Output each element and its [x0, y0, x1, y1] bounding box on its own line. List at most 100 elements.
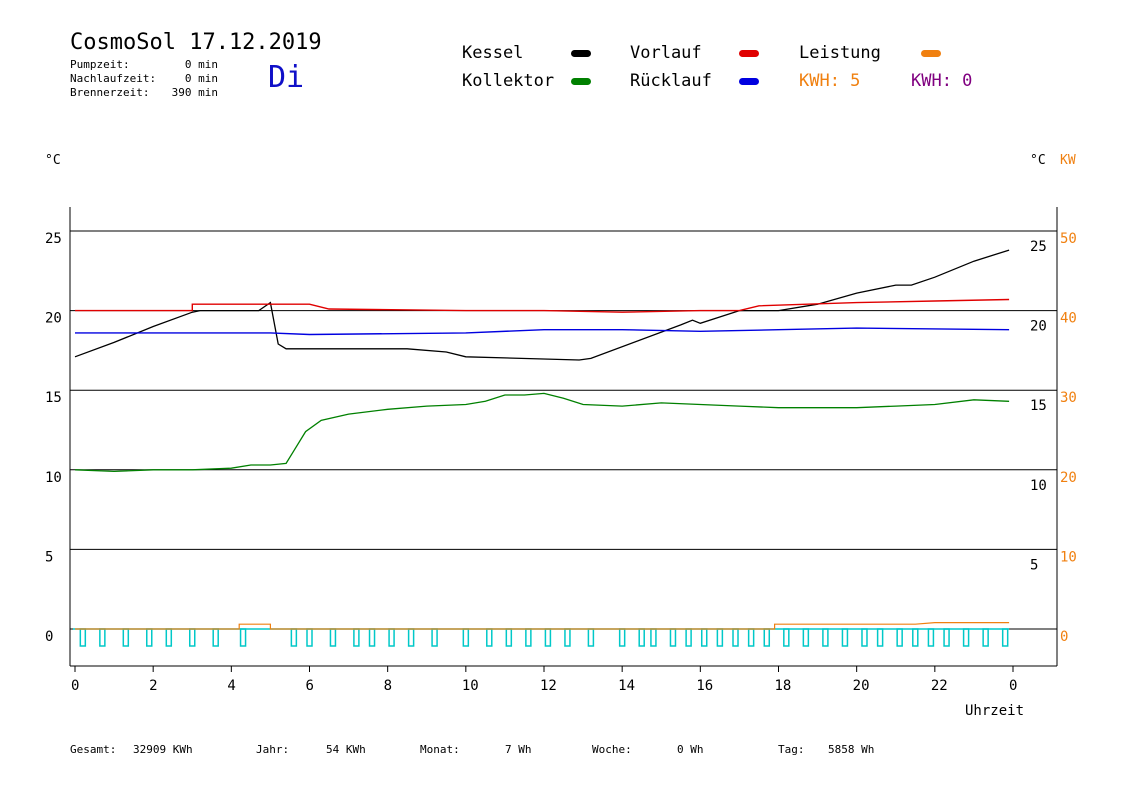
pump-bar: [212, 628, 219, 647]
pump-bar: [650, 628, 657, 647]
x-tick-label: 8: [384, 678, 392, 694]
footer-monat-value: 7 Wh: [505, 743, 532, 756]
pump-bar: [716, 628, 724, 647]
left-axis-unit: °C: [45, 153, 61, 168]
pump-bar: [99, 628, 106, 647]
y-tick-label-kw: 40: [1060, 311, 1077, 327]
pump-bar: [822, 628, 829, 647]
weekday-label: Di: [268, 60, 305, 95]
y-tick-label-left: 20: [45, 311, 62, 327]
legend-ruecklauf-label: Rücklauf: [630, 71, 712, 91]
footer-woche-label: Woche:: [592, 743, 632, 756]
pump-bar: [638, 628, 645, 647]
y-tick-label-right: 25: [1030, 239, 1047, 255]
pump-bar: [189, 628, 196, 647]
footer-woche-value: 0 Wh: [677, 743, 704, 756]
footer-jahr-label: Jahr:: [256, 743, 290, 756]
footer-gesamt-label: Gesamt:: [70, 743, 117, 756]
x-tick-label: 14: [618, 678, 635, 694]
x-tick-label: 0: [1009, 678, 1017, 694]
legend-ruecklauf-swatch: [739, 78, 759, 85]
pump-bar: [146, 628, 153, 647]
x-tick-label: 2: [149, 678, 157, 694]
legend-vorlauf-swatch: [739, 50, 759, 57]
legend-kollektor-label: Kollektor: [462, 71, 555, 91]
legend-leistung-swatch: [921, 50, 941, 57]
y-tick-label-kw: 20: [1060, 470, 1077, 486]
pump-bar: [505, 628, 513, 647]
y-tick-label-right: 20: [1030, 319, 1047, 335]
y-tick-label-left: 10: [45, 470, 62, 486]
pump-bar: [982, 628, 989, 647]
x-tick-label: 0: [71, 678, 79, 694]
stat-label-nachlaufzeit: Nachlaufzeit:: [70, 72, 157, 85]
pump-bar: [861, 628, 868, 647]
right-axis-temp-unit: °C: [1030, 153, 1046, 168]
x-tick-label: 18: [775, 678, 792, 694]
y-tick-label-right: 10: [1030, 478, 1047, 494]
pump-bar: [763, 628, 771, 647]
pump-bar: [368, 628, 376, 647]
y-tick-label-kw: 10: [1060, 549, 1077, 565]
pump-bar: [462, 628, 470, 647]
y-tick-label-right: 15: [1030, 398, 1047, 414]
pump-bar: [943, 628, 950, 647]
stat-value-brennerzeit: 390 min: [171, 86, 218, 99]
pump-bar: [747, 628, 755, 647]
footer-gesamt-value: 32909 KWh: [133, 743, 193, 756]
y-tick-label-left: 0: [45, 629, 53, 645]
y-tick-label-right: 5: [1030, 557, 1038, 573]
x-tick-label: 10: [462, 678, 479, 694]
x-tick-label: 12: [540, 678, 557, 694]
legend-vorlauf-label: Vorlauf: [630, 43, 702, 63]
pump-bar: [388, 628, 395, 647]
y-tick-label-left: 25: [45, 231, 62, 247]
footer-jahr-value: 54 KWh: [326, 743, 366, 756]
stat-label-pumpzeit: Pumpzeit:: [70, 58, 130, 71]
footer-tag-label: Tag:: [778, 743, 805, 756]
series-line-leistung: [75, 622, 1010, 630]
pump-bar: [486, 628, 493, 647]
footer-monat-label: Monat:: [420, 743, 460, 756]
pump-bar: [1001, 628, 1009, 647]
footer-tag-value: 5858 Wh: [828, 743, 875, 756]
x-tick-label: 6: [306, 678, 314, 694]
pump-bar: [618, 628, 626, 647]
y-tick-label-kw: 0: [1060, 629, 1068, 645]
pump-bar: [669, 628, 677, 647]
pump-bar: [564, 628, 571, 647]
pump-bar: [239, 628, 247, 647]
stat-value-nachlaufzeit: 0 min: [184, 72, 218, 85]
pump-bar: [525, 628, 532, 647]
pump-bar: [685, 628, 692, 647]
pump-bar: [587, 628, 595, 647]
pump-bar: [431, 628, 438, 647]
pump-bar: [700, 628, 708, 647]
page-title: CosmoSol 17.12.2019: [70, 30, 322, 55]
stat-value-pumpzeit: 0 min: [184, 58, 218, 71]
y-tick-label-left: 15: [45, 390, 62, 406]
y-tick-label-kw: 30: [1060, 390, 1077, 406]
pump-bar: [783, 628, 790, 647]
pump-bar: [841, 628, 849, 647]
stat-label-brennerzeit: Brennerzeit:: [70, 86, 150, 99]
series-line-kollektor: [74, 392, 1010, 473]
x-axis-label: Uhrzeit: [965, 703, 1024, 719]
pump-bar: [290, 628, 298, 647]
pump-bar: [329, 628, 337, 647]
pump-bar: [912, 628, 919, 647]
series-line-ruecklauf: [75, 327, 1010, 336]
pump-bar: [962, 628, 970, 647]
legend-kessel-label: Kessel: [462, 43, 524, 63]
legend-leistung-label: Leistung: [799, 43, 881, 63]
legend-kwh-solar: KWH: 5: [799, 71, 861, 91]
pump-bar: [544, 628, 552, 647]
pump-bar: [896, 628, 903, 647]
legend-kwh-other: KWH: 0: [911, 71, 973, 91]
y-tick-label-kw: 50: [1060, 231, 1077, 247]
x-tick-label: 4: [227, 678, 235, 694]
pump-bar: [353, 628, 360, 647]
y-tick-label-left: 5: [45, 549, 53, 565]
right-axis-kw-unit: KW: [1060, 153, 1076, 168]
